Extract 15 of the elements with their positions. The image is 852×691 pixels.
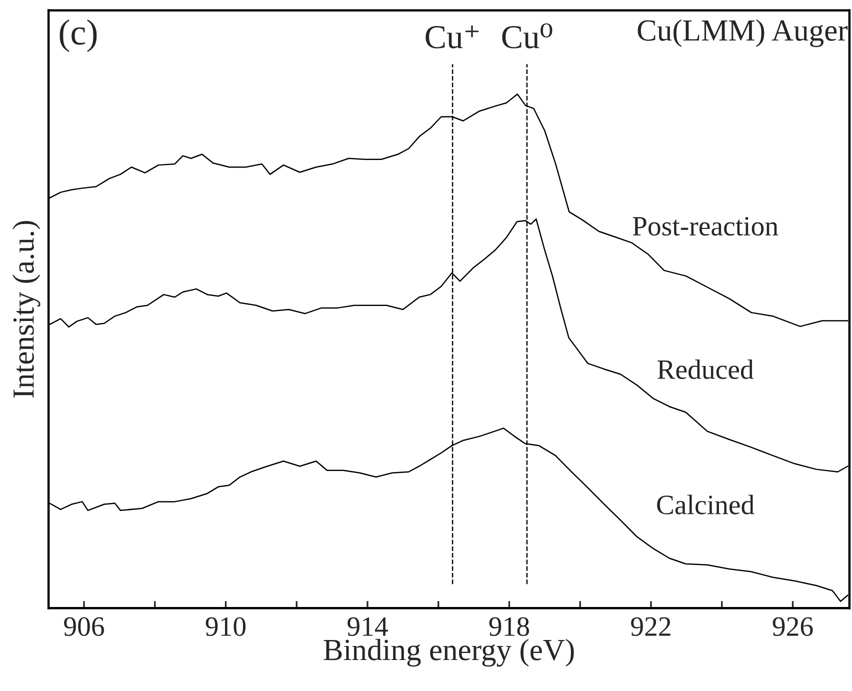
x-axis-title: Binding energy (eV): [324, 638, 574, 667]
x-tick-label: 922: [631, 617, 670, 636]
text: (c): [60, 19, 97, 52]
x-tick-label: 926: [772, 617, 813, 636]
x-tick-label: 918: [489, 617, 530, 636]
text: Cu(LMM) Auger: [638, 19, 848, 48]
series-label: Calcined: [657, 494, 754, 514]
series-label: Reduced: [657, 359, 754, 380]
y-axis-title: Intensity (a.u.): [12, 221, 40, 398]
x-tick-label: 914: [348, 617, 388, 636]
ref-line-label: Cu⁰: [502, 23, 552, 48]
ref-line-label: Cu⁺: [426, 26, 479, 48]
x-tick-label: 910: [206, 617, 246, 636]
x-tick-label: 906: [64, 617, 104, 636]
series-label: Post-reaction: [632, 216, 778, 236]
